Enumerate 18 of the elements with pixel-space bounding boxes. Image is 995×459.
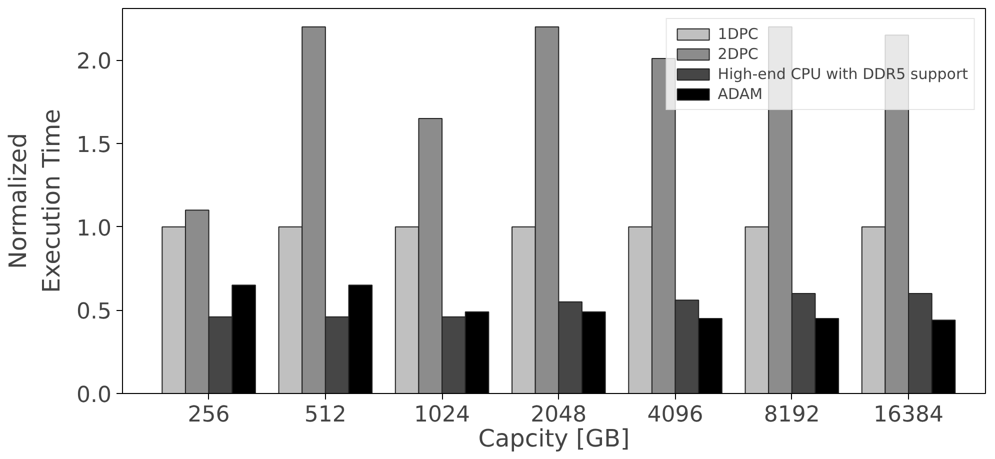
x-tick-label: 2048	[530, 402, 587, 428]
y-axis-title: Normalized Execution Time	[4, 108, 66, 294]
x-tick-label: 1024	[414, 402, 470, 428]
y-tick-label: 2.0	[76, 50, 112, 75]
x-axis-title: Capcity [GB]	[478, 424, 630, 452]
x-tick-label: 16384	[874, 402, 944, 428]
x-tick-label: 512	[304, 402, 346, 428]
y-tick-label: 1.5	[76, 133, 112, 158]
legend-label: 1DPC	[718, 25, 758, 43]
x-tick-label: 4096	[647, 402, 704, 428]
x-tick-label: 256	[188, 402, 230, 428]
legend-label: 2DPC	[718, 45, 758, 63]
y-tick-label: 0.5	[76, 300, 112, 325]
legend-label: High-end CPU with DDR5 support	[718, 65, 968, 83]
y-tick-label: 0.0	[76, 383, 112, 408]
x-tick-label: 8192	[764, 402, 820, 428]
legend-label: ADAM	[718, 85, 763, 103]
y-tick-label: 1.0	[76, 216, 112, 242]
